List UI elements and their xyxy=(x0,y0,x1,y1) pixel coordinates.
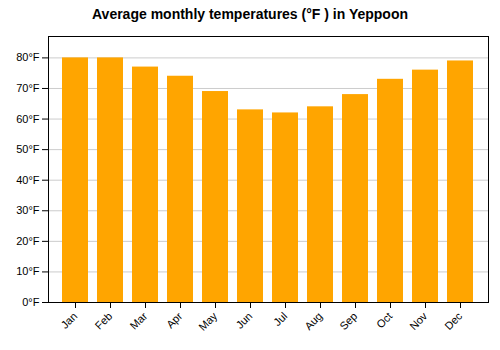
svg-text:Feb: Feb xyxy=(93,310,115,332)
svg-text:Aug: Aug xyxy=(302,310,324,332)
svg-text:70°F: 70°F xyxy=(16,82,40,94)
svg-text:0°F: 0°F xyxy=(22,296,40,308)
svg-text:50°F: 50°F xyxy=(16,143,40,155)
svg-text:May: May xyxy=(196,309,220,333)
svg-text:Dec: Dec xyxy=(442,309,465,332)
svg-text:Sep: Sep xyxy=(337,310,359,332)
svg-text:40°F: 40°F xyxy=(16,174,40,186)
svg-text:80°F: 80°F xyxy=(16,51,40,63)
svg-text:20°F: 20°F xyxy=(16,235,40,247)
svg-text:Apr: Apr xyxy=(164,310,185,331)
svg-text:Jan: Jan xyxy=(58,310,79,331)
svg-text:Jul: Jul xyxy=(271,310,289,328)
html-text:Average monthly temperatures (: Average monthly temperatures (°F ) in Ye… xyxy=(92,6,408,22)
svg-text:Nov: Nov xyxy=(407,309,430,332)
svg-text:60°F: 60°F xyxy=(16,113,40,125)
svg-text:Jun: Jun xyxy=(233,310,254,331)
svg-text:30°F: 30°F xyxy=(16,204,40,216)
svg-text:Mar: Mar xyxy=(128,310,150,332)
svg-text:10°F: 10°F xyxy=(16,265,40,277)
svg-text:Oct: Oct xyxy=(374,310,395,331)
